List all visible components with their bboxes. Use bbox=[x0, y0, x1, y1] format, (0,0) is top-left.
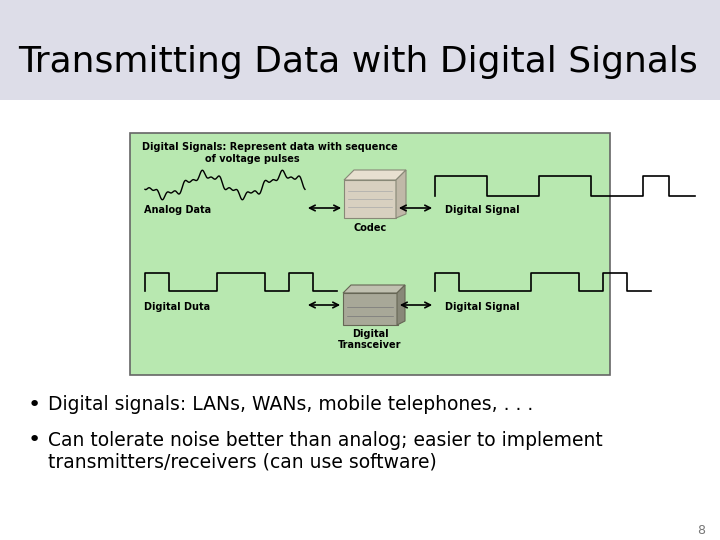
Text: Codec: Codec bbox=[354, 223, 387, 233]
Polygon shape bbox=[397, 285, 405, 325]
Polygon shape bbox=[343, 285, 405, 293]
Text: Digital Signals: Represent data with sequence: Digital Signals: Represent data with seq… bbox=[142, 142, 397, 152]
Text: •: • bbox=[28, 430, 41, 450]
Text: Digital: Digital bbox=[351, 329, 388, 339]
Text: •: • bbox=[28, 395, 41, 415]
Text: Transmitting Data with Digital Signals: Transmitting Data with Digital Signals bbox=[18, 45, 698, 79]
Text: of voltage pulses: of voltage pulses bbox=[205, 154, 300, 164]
Text: Digital Duta: Digital Duta bbox=[144, 302, 210, 312]
Text: 8: 8 bbox=[697, 523, 705, 537]
Text: Can tolerate noise better than analog; easier to implement: Can tolerate noise better than analog; e… bbox=[48, 430, 603, 449]
Polygon shape bbox=[344, 170, 406, 180]
Text: Digital Signal: Digital Signal bbox=[445, 302, 520, 312]
Bar bbox=[0, 0, 720, 100]
Text: Digital Signal: Digital Signal bbox=[445, 205, 520, 215]
Text: Digital signals: LANs, WANs, mobile telephones, . . .: Digital signals: LANs, WANs, mobile tele… bbox=[48, 395, 534, 415]
Bar bbox=[344, 180, 396, 218]
Bar bbox=[343, 293, 398, 325]
Text: Analog Data: Analog Data bbox=[144, 205, 211, 215]
Bar bbox=[130, 133, 610, 375]
Polygon shape bbox=[396, 170, 406, 218]
Text: Transceiver: Transceiver bbox=[338, 340, 402, 350]
Text: transmitters/receivers (can use software): transmitters/receivers (can use software… bbox=[48, 453, 437, 471]
